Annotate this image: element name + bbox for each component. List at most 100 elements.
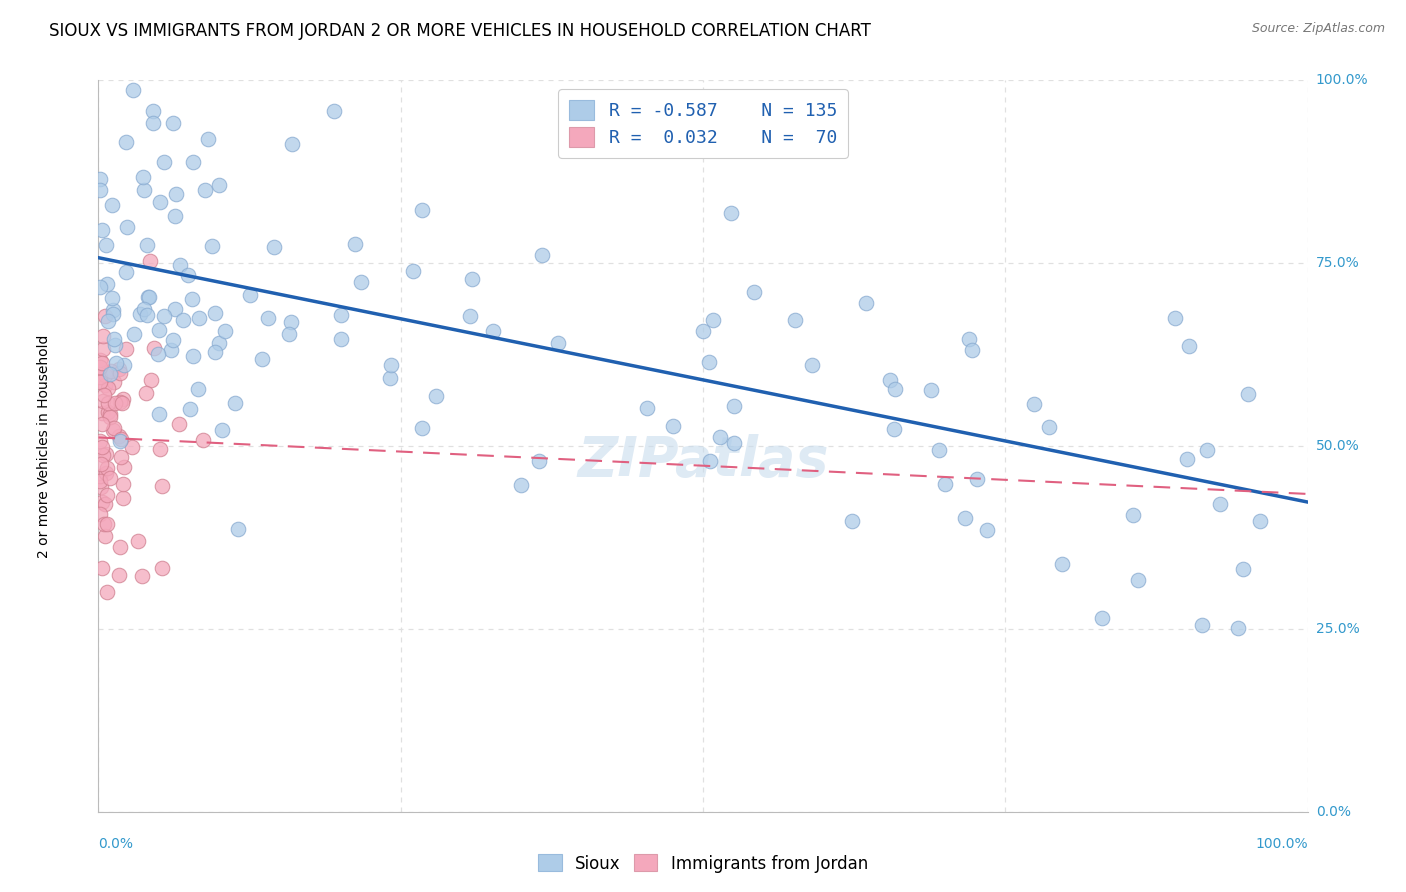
Text: 2 or more Vehicles in Household: 2 or more Vehicles in Household (37, 334, 51, 558)
Legend: R = -0.587    N = 135, R =  0.032    N =  70: R = -0.587 N = 135, R = 0.032 N = 70 (558, 89, 848, 158)
Point (226, 522, 249, 536)
Point (1232, 561, 1254, 575)
Point (1038, 419, 1060, 434)
Point (93, 516, 115, 531)
Point (94, 377, 117, 392)
Point (662, 419, 685, 434)
Point (98, 471, 121, 485)
Point (1237, 387, 1260, 401)
Point (509, 477, 531, 491)
Point (142, 103, 165, 118)
Point (110, 367, 132, 381)
Point (89, 359, 111, 374)
Point (91, 560, 114, 574)
Point (134, 301, 156, 316)
Point (89, 457, 111, 471)
Point (920, 384, 942, 398)
Point (692, 324, 714, 338)
Point (142, 341, 165, 355)
Point (101, 423, 124, 437)
Point (91, 329, 114, 343)
Point (105, 356, 128, 370)
Point (149, 195, 172, 210)
Point (94, 529, 117, 543)
Point (108, 568, 131, 582)
Text: 25.0%: 25.0% (1316, 622, 1360, 636)
Point (966, 472, 988, 486)
Point (425, 389, 447, 403)
Point (96, 461, 118, 475)
Point (183, 155, 205, 169)
Point (165, 186, 187, 201)
Point (91, 448, 114, 462)
Point (108, 540, 131, 554)
Text: 75.0%: 75.0% (1316, 256, 1360, 270)
Point (97, 314, 120, 328)
Point (1022, 397, 1045, 411)
Point (411, 203, 433, 218)
Point (93, 388, 115, 402)
Point (402, 264, 425, 278)
Point (236, 59, 259, 73)
Point (458, 310, 481, 324)
Point (723, 399, 745, 413)
Point (1195, 443, 1218, 458)
Point (89, 469, 111, 483)
Point (1191, 618, 1213, 632)
Point (162, 116, 184, 130)
Point (98, 367, 121, 381)
Point (98, 409, 121, 424)
Point (411, 420, 433, 434)
Point (211, 423, 233, 437)
Point (1122, 508, 1144, 523)
Point (108, 361, 131, 376)
Point (89, 183, 111, 197)
Point (96, 516, 118, 531)
Point (800, 359, 823, 373)
Point (89, 475, 111, 489)
Point (208, 178, 231, 193)
Point (153, 155, 176, 169)
Point (90, 494, 112, 508)
Point (149, 442, 172, 456)
Point (879, 373, 901, 387)
Point (1126, 573, 1149, 587)
Point (204, 306, 226, 320)
Point (136, 290, 159, 304)
Point (90, 440, 112, 454)
Point (103, 332, 125, 346)
Point (194, 183, 217, 197)
Point (98, 407, 121, 421)
Point (529, 454, 551, 468)
Point (135, 386, 157, 401)
Point (187, 383, 209, 397)
Point (224, 395, 246, 409)
Point (179, 401, 201, 416)
Point (1227, 621, 1250, 635)
Point (94, 309, 117, 323)
Point (150, 561, 173, 575)
Point (239, 288, 262, 302)
Point (482, 324, 505, 338)
Point (841, 514, 863, 528)
Point (127, 533, 149, 548)
Point (89, 508, 111, 522)
Text: 100.0%: 100.0% (1316, 73, 1368, 87)
Point (380, 358, 402, 372)
Point (90, 417, 112, 431)
Point (104, 396, 127, 410)
Point (165, 209, 187, 223)
Point (148, 407, 170, 421)
Point (530, 248, 553, 262)
Point (460, 271, 482, 285)
Point (177, 268, 200, 282)
Point (139, 253, 162, 268)
Text: 100.0%: 100.0% (1256, 837, 1308, 851)
Point (156, 59, 179, 73)
Point (91, 343, 114, 357)
Point (134, 183, 156, 197)
Point (96, 277, 118, 292)
Point (89, 370, 111, 384)
Point (744, 285, 766, 300)
Text: SIOUX VS IMMIGRANTS FROM JORDAN 2 OR MORE VEHICLES IN HOUSEHOLD CORRELATION CHAR: SIOUX VS IMMIGRANTS FROM JORDAN 2 OR MOR… (49, 22, 872, 40)
